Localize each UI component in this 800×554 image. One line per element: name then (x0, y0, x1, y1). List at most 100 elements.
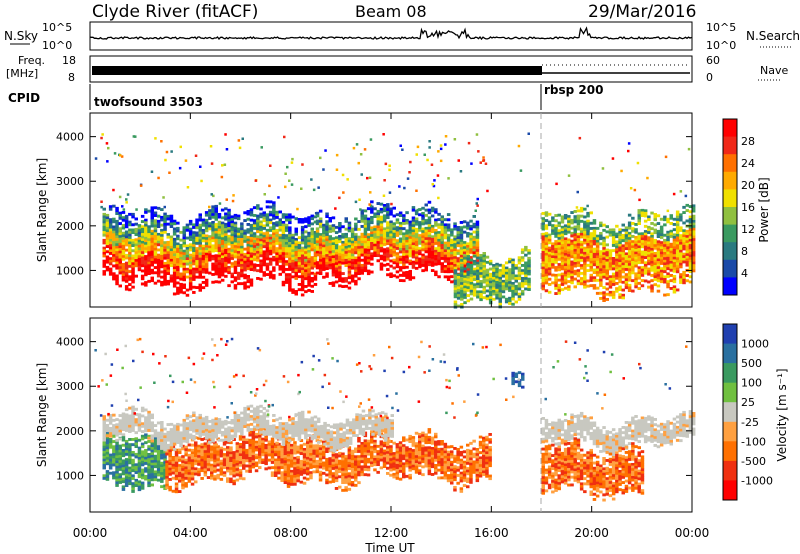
power-cell (663, 246, 667, 250)
power-cell (297, 246, 302, 250)
velocity-cell (242, 477, 246, 481)
power-cell (347, 252, 352, 256)
power-cell (508, 302, 512, 305)
velocity-cell (203, 473, 208, 477)
power-cell (102, 254, 106, 258)
power-cell (675, 270, 680, 274)
power-cell (669, 242, 673, 246)
power-cell (331, 271, 336, 274)
power-cell (105, 216, 110, 220)
power-cell (115, 245, 119, 249)
power-cell (268, 262, 273, 266)
power-cell (450, 262, 454, 266)
power-cell (524, 261, 528, 265)
power-cell (102, 251, 106, 255)
power-cell (182, 265, 186, 269)
velocity-cell (128, 456, 132, 460)
power-cell (278, 254, 282, 258)
power-cell (611, 272, 616, 276)
power-cell (485, 268, 490, 272)
power-cell (179, 243, 183, 247)
power-cell (563, 263, 568, 267)
power-cell (328, 243, 332, 246)
power-cell (169, 253, 174, 257)
power-cell (300, 262, 305, 266)
power-cell (300, 220, 305, 224)
power-cell (259, 225, 263, 229)
power-cell (211, 244, 215, 248)
velocity-cell (242, 440, 246, 444)
power-cell (627, 226, 632, 230)
power-cell (557, 265, 561, 269)
power-cell (350, 248, 355, 252)
power-cell (682, 239, 686, 243)
power-cell (643, 256, 648, 259)
power-cell (672, 275, 677, 278)
power-cell (310, 178, 313, 181)
power-cell (453, 271, 458, 275)
power-cell (679, 252, 683, 256)
power-cell (392, 245, 396, 249)
power-cell (576, 258, 581, 262)
power-cell (217, 241, 222, 245)
power-cell (204, 244, 209, 248)
velocity-cell (251, 460, 256, 464)
power-cell (153, 214, 158, 217)
power-cell (182, 270, 186, 274)
power-cell (653, 272, 657, 276)
power-cell (363, 240, 368, 244)
power-cell (176, 255, 180, 259)
power-cell (240, 222, 244, 226)
power-cell (208, 205, 211, 209)
power-cell (475, 223, 480, 227)
power-cell (208, 245, 212, 249)
power-cell (427, 263, 432, 267)
power-cell (147, 240, 151, 244)
power-cell (621, 228, 625, 232)
velocity-cell (121, 472, 126, 476)
power-cell (172, 227, 177, 231)
power-cell (439, 147, 443, 151)
power-cell (265, 257, 270, 261)
velocity-cell (286, 440, 291, 444)
power-cell (386, 229, 390, 232)
power-cell (411, 260, 416, 264)
power-cell (182, 291, 186, 295)
power-cell (669, 253, 673, 257)
power-cell (615, 245, 619, 249)
power-cell (220, 216, 225, 220)
power-cell (570, 242, 574, 246)
power-cell (198, 236, 202, 240)
velocity-cell (144, 477, 148, 481)
power-cell (488, 280, 493, 284)
power-cell (624, 239, 629, 243)
power-cell (108, 218, 113, 222)
power-cell (300, 267, 305, 271)
power-cell (240, 271, 244, 275)
power-cell (592, 278, 597, 282)
power-cell (460, 290, 464, 293)
power-cell (408, 171, 411, 174)
power-cell (599, 263, 603, 267)
power-cell (165, 150, 169, 154)
velocity-cell (121, 454, 126, 458)
power-cell (573, 254, 577, 258)
power-cell (347, 226, 352, 230)
power-cell (463, 293, 467, 297)
power-cell (656, 274, 661, 277)
power-cell (563, 258, 568, 262)
power-cell (440, 246, 444, 250)
power-cell (288, 286, 292, 290)
velocity-cell (165, 450, 169, 453)
power-cell (560, 277, 565, 281)
power-cell (246, 249, 250, 252)
power-cell (208, 258, 212, 262)
power-cell (376, 222, 380, 226)
power-cell (541, 243, 545, 247)
power-cell (669, 258, 673, 262)
velocity-cell (194, 472, 198, 476)
power-cell (462, 243, 467, 247)
power-cell (583, 249, 587, 253)
power-cell (334, 231, 339, 234)
power-cell (659, 259, 664, 263)
